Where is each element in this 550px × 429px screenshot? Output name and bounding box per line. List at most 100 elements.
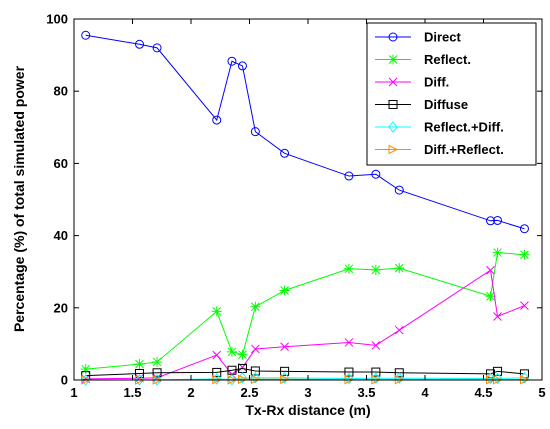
data-point	[344, 367, 354, 377]
data-point	[394, 325, 404, 335]
data-point	[211, 306, 222, 317]
data-point	[250, 344, 260, 354]
data-point	[394, 263, 405, 274]
legend-label: Diff.+Reflect.	[424, 142, 504, 157]
legend-label: Reflect.+Diff.	[424, 120, 504, 135]
legend-label: Diffuse	[424, 97, 468, 112]
data-point	[212, 367, 222, 377]
legend-label: Direct	[424, 30, 462, 45]
x-tick-label: 4.5	[474, 385, 492, 400]
data-point	[485, 291, 496, 302]
series-line	[85, 367, 525, 377]
data-point	[152, 43, 162, 53]
x-tick-label: 5	[538, 385, 545, 400]
data-point	[250, 366, 260, 376]
data-point	[250, 127, 260, 137]
data-point	[134, 359, 145, 370]
legend-label: Reflect.	[424, 52, 471, 67]
legend-item: Direct	[375, 30, 462, 45]
legend-box	[366, 22, 537, 166]
series-1	[80, 247, 530, 375]
data-point	[81, 30, 91, 40]
data-point	[250, 374, 261, 385]
data-point	[493, 215, 503, 225]
legend-item: Diff.	[375, 75, 449, 90]
data-point	[135, 39, 145, 49]
series-layer	[80, 30, 530, 386]
x-tick-label: 4	[421, 385, 429, 400]
x-tick-label: 3.5	[357, 385, 375, 400]
data-point	[280, 366, 290, 376]
series-line	[85, 34, 525, 230]
series-line	[85, 269, 525, 380]
data-point	[212, 115, 222, 125]
data-point	[370, 264, 381, 275]
series-0	[81, 30, 529, 234]
data-point	[486, 265, 495, 275]
x-axis-label: Tx-Rx distance (m)	[245, 402, 370, 418]
legend-label: Diff.	[424, 75, 449, 90]
legend-marker	[388, 144, 399, 155]
x-tick-label: 1	[70, 385, 77, 400]
data-point	[80, 364, 91, 375]
data-point	[519, 249, 530, 260]
y-tick-label: 0	[61, 373, 68, 388]
x-tick-label: 2	[187, 385, 194, 400]
legend-item: Reflect.+Diff.	[375, 120, 504, 135]
data-point	[212, 373, 222, 385]
y-tick-label: 80	[54, 84, 68, 99]
data-point	[520, 301, 529, 310]
data-point	[280, 148, 290, 158]
data-point	[237, 374, 248, 385]
y-tick-label: 40	[54, 228, 68, 243]
legend-marker	[388, 54, 398, 65]
data-point	[343, 263, 354, 274]
x-tick-label: 1.5	[123, 385, 141, 400]
data-point	[152, 368, 162, 378]
data-point	[344, 372, 354, 385]
legend-marker	[388, 77, 398, 87]
data-point	[486, 216, 496, 226]
data-point	[493, 366, 503, 376]
legend-item: Diff.+Reflect.	[375, 142, 504, 157]
data-point	[519, 224, 529, 234]
data-point	[492, 372, 503, 385]
data-point	[227, 56, 237, 66]
data-point	[280, 374, 290, 385]
data-point	[237, 61, 247, 71]
data-point	[227, 373, 237, 386]
y-tick-label: 20	[54, 300, 68, 315]
data-point	[371, 367, 381, 377]
legend-item: Reflect.	[375, 52, 471, 67]
legend-marker	[388, 32, 398, 42]
data-point	[152, 356, 163, 367]
data-point	[81, 374, 91, 386]
data-point	[279, 285, 290, 296]
x-tick-label: 2.5	[240, 385, 258, 400]
data-point	[152, 374, 162, 386]
legend-marker	[388, 100, 398, 109]
y-tick-label: 100	[46, 12, 68, 27]
data-point	[394, 368, 404, 378]
series-line	[85, 252, 525, 370]
legend-marker	[388, 121, 398, 133]
data-point	[344, 338, 354, 347]
data-point	[212, 350, 222, 360]
x-tick-label: 3	[304, 385, 311, 400]
ticks-layer: 1 1.5 2 2.5 3 3.5 4 4.5 5 0 20 40 60 80 100	[46, 12, 545, 401]
data-point	[280, 342, 289, 352]
y-tick-label: 60	[54, 156, 68, 171]
data-point	[344, 171, 354, 181]
data-point	[371, 169, 381, 179]
legend: Direct Reflect. Diff. Diffuse Reflect.+Diff.…	[366, 22, 537, 166]
legend-item: Diffuse	[375, 97, 468, 112]
data-point	[371, 340, 381, 350]
data-point	[493, 312, 502, 321]
data-point	[492, 247, 503, 258]
data-point	[226, 346, 237, 357]
y-axis-label: Percentage (%) of total simulated power	[11, 65, 27, 332]
data-point	[134, 374, 145, 386]
data-point	[250, 301, 261, 312]
